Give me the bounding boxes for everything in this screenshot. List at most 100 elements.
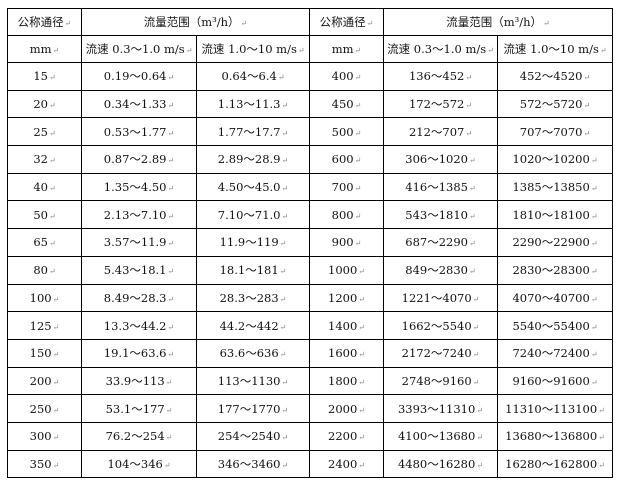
header-row-1: 公称通径 流量范围（m³/h） 公称通径 流量范围（m³/h）: [7, 8, 613, 36]
cell-text: 800: [332, 208, 362, 222]
cell-text: 1385～13850: [512, 180, 597, 194]
table-cell: 125: [7, 311, 82, 340]
cell-text: 2290～22900: [512, 235, 597, 249]
cell-text: 63.6～636: [220, 346, 287, 360]
header-speed-low-right: 流速 0.3～1.0 m/s: [383, 35, 498, 63]
table-cell: 350: [7, 449, 82, 479]
header-text: mm: [30, 42, 60, 56]
cell-text: 707～7070: [520, 125, 590, 139]
table-cell: 1.13～11.3: [196, 89, 310, 119]
cell-text: 900: [332, 235, 362, 249]
cell-text: 16280～162800: [505, 457, 605, 471]
table-cell: 2000: [309, 394, 384, 423]
cell-text: 543～1810: [405, 208, 475, 222]
table-row: 100 8.49～28.3 28.3～283 1200 1221～4070 4070～40…: [7, 283, 613, 313]
table-cell: 1810～18100: [497, 200, 613, 230]
table-row: 250 53.1～177 177～1770 2000 3393～11310 11310～1…: [7, 394, 613, 423]
cell-text: 53.1～177: [106, 402, 173, 416]
table-cell: 4480～16280: [383, 449, 498, 479]
header-flow-right: 流量范围（m³/h）: [383, 8, 613, 36]
table-cell: 452～4520: [497, 62, 613, 91]
header-dn-right: 公称通径: [309, 8, 384, 36]
cell-text: 7.10～71.0: [218, 208, 288, 222]
header-text: 流速 1.0～10 m/s: [503, 42, 606, 56]
cell-text: 28.3～283: [220, 291, 287, 305]
table-cell: 53.1～177: [81, 394, 197, 423]
cell-text: 254～2540: [218, 429, 288, 443]
table-cell: 0.19～0.64: [81, 62, 197, 91]
table-cell: 450: [309, 89, 384, 119]
cell-text: 1600: [328, 346, 365, 360]
table-cell: 9160～91600: [497, 366, 613, 396]
cell-text: 1020～10200: [512, 152, 597, 166]
table-cell: 18.1～181: [196, 255, 310, 285]
table-cell: 1385～13850: [497, 172, 613, 202]
header-text: 公称通径: [320, 15, 374, 29]
cell-text: 300: [30, 429, 60, 443]
table-cell: 707～7070: [497, 117, 613, 147]
table-cell: 3393～11310: [383, 394, 498, 423]
cell-text: 2400: [328, 457, 365, 471]
table-cell: 13.3～44.2: [81, 311, 197, 340]
table-cell: 2.89～28.9: [196, 145, 310, 174]
table-cell: 1400: [309, 311, 384, 340]
table-row: 20 0.34～1.33 1.13～11.3 450 172～572 572～5720: [7, 89, 613, 119]
table-cell: 1.35～4.50: [81, 172, 197, 202]
table-cell: 7240～72400: [497, 338, 613, 368]
table-row: 200 33.9～113 113～1130 1800 2748～9160 9160～916…: [7, 366, 613, 396]
cell-text: 0.53～1.77: [104, 125, 174, 139]
cell-text: 350: [30, 457, 60, 471]
table-cell: 400: [309, 62, 384, 91]
table-cell: 1.77～17.7: [196, 117, 310, 147]
table-cell: 346～3460: [196, 449, 310, 479]
table-cell: 11.9～119: [196, 228, 310, 257]
table-cell: 150: [7, 338, 82, 368]
table-cell: 50: [7, 200, 82, 230]
table-cell: 3.57～11.9: [81, 228, 197, 257]
table-cell: 4100～13680: [383, 421, 498, 451]
table-row: 80 5.43～18.1 18.1～181 1000 849～2830 2830～2830…: [7, 255, 613, 285]
table-cell: 1000: [309, 255, 384, 285]
table-cell: 5.43～18.1: [81, 255, 197, 285]
cell-text: 1.35～4.50: [104, 180, 174, 194]
cell-text: 125: [30, 319, 60, 333]
cell-text: 4.50～45.0: [218, 180, 288, 194]
table-cell: 416～1385: [383, 172, 498, 202]
table-cell: 572～5720: [497, 89, 613, 119]
table-cell: 2200: [309, 421, 384, 451]
cell-text: 2000: [328, 402, 365, 416]
table-cell: 0.53～1.77: [81, 117, 197, 147]
header-text: 流速 0.3～1.0 m/s: [387, 42, 494, 56]
cell-text: 9160～91600: [512, 374, 597, 388]
cell-text: 104～346: [107, 457, 170, 471]
table-row: 125 13.3～44.2 44.2～442 1400 1662～5540 5540～55…: [7, 311, 613, 340]
table-cell: 1600: [309, 338, 384, 368]
cell-text: 1221～4070: [402, 291, 480, 305]
cell-text: 113～1130: [218, 374, 288, 388]
cell-text: 4480～16280: [398, 457, 483, 471]
header-text: 流量范围（m³/h）: [446, 15, 550, 29]
table-cell: 1662～5540: [383, 311, 498, 340]
table-cell: 20: [7, 89, 82, 119]
cell-text: 44.2～442: [220, 319, 287, 333]
cell-text: 40: [33, 180, 55, 194]
table-row: 50 2.13～7.10 7.10～71.0 800 543～1810 1810～1810…: [7, 200, 613, 230]
cell-text: 400: [332, 69, 362, 83]
cell-text: 1.77～17.7: [218, 125, 288, 139]
cell-text: 19.1～63.6: [104, 346, 174, 360]
table-cell: 1221～4070: [383, 283, 498, 313]
cell-text: 5.43～18.1: [104, 263, 174, 277]
cell-text: 50: [33, 208, 55, 222]
cell-text: 2830～28300: [512, 263, 597, 277]
table-cell: 4070～40700: [497, 283, 613, 313]
table-row: 25 0.53～1.77 1.77～17.7 500 212～707 707～7070: [7, 117, 613, 147]
cell-text: 687～2290: [405, 235, 475, 249]
cell-text: 0.19～0.64: [104, 69, 174, 83]
header-speed-low-left: 流速 0.3～1.0 m/s: [81, 35, 197, 63]
cell-text: 1662～5540: [402, 319, 480, 333]
table-cell: 65: [7, 228, 82, 257]
table-cell: 63.6～636: [196, 338, 310, 368]
cell-text: 306～1020: [405, 152, 475, 166]
table-cell: 4.50～45.0: [196, 172, 310, 202]
cell-text: 500: [332, 125, 362, 139]
